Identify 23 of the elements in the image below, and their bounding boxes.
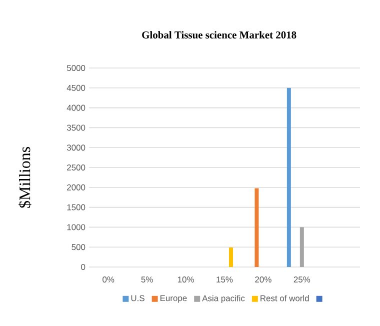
x-tick-label: 10% bbox=[178, 276, 194, 283]
x-tick-label: 0% bbox=[102, 276, 114, 283]
y-tick-label: 3500 bbox=[66, 124, 86, 131]
y-tick-label: 1500 bbox=[67, 204, 86, 210]
chart-title: Global Tissue science Market 2018 bbox=[142, 31, 296, 38]
x-tick-label: 15% bbox=[216, 276, 233, 282]
y-tick-label: 4000 bbox=[66, 104, 86, 111]
y-tick-label: 1000 bbox=[67, 224, 86, 230]
y-axis-title: $Millions bbox=[18, 147, 32, 208]
legend-label: Rest of world bbox=[260, 295, 309, 302]
x-tick-label: 25% bbox=[294, 276, 310, 283]
legend-label: U.S bbox=[131, 295, 144, 302]
y-tick-label: 2500 bbox=[67, 164, 86, 170]
y-tick-label: 4500 bbox=[66, 84, 86, 91]
y-tick-label: 0 bbox=[81, 264, 86, 270]
y-tick-label: 500 bbox=[72, 244, 86, 250]
y-tick-label: 5000 bbox=[66, 65, 86, 71]
legend-label: Asia pacific bbox=[202, 295, 245, 303]
x-tick-label: 20% bbox=[255, 276, 272, 283]
y-tick-label: 2000 bbox=[67, 184, 86, 190]
x-tick-label: 5% bbox=[141, 276, 153, 282]
legend-label: Europe bbox=[160, 295, 187, 303]
y-tick-label: 3000 bbox=[66, 144, 86, 151]
